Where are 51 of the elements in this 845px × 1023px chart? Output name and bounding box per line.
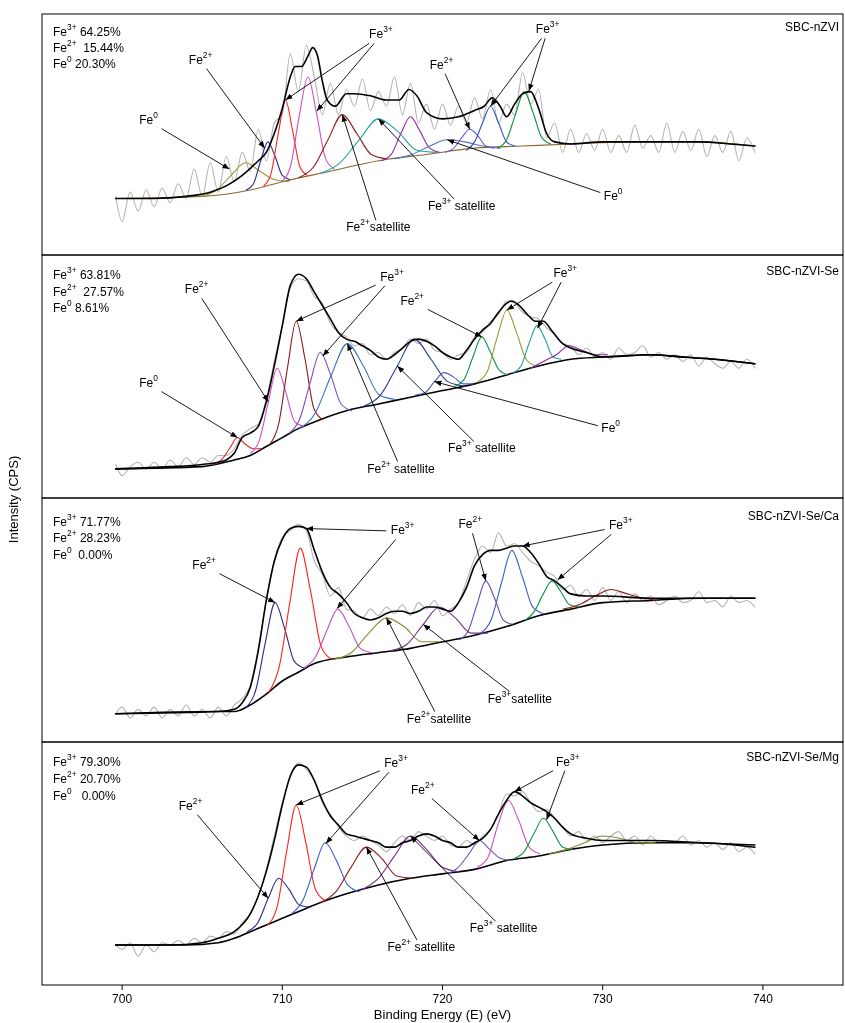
annotation: Fe$^{3+}$ satellite	[427, 196, 496, 214]
annotation: Fe$^{2+}$	[429, 54, 454, 72]
annotation: Fe$^{3+}$	[390, 520, 415, 538]
chart-title: SBC-nZVI	[784, 20, 839, 34]
x-tick-label: 720	[432, 992, 453, 1006]
annotation: Fe$^{0}$ 8.61%	[53, 298, 110, 316]
x-axis-title: Binding Energy (E) (eV)	[373, 1007, 512, 1022]
text: Fe$^{3+}$ 64.25%	[53, 22, 121, 40]
annotation: Fe$^{2+}$	[411, 779, 435, 797]
chart-title: SBC-nZVI-Se/Ca	[747, 509, 840, 523]
annotation: Fe$^{2+}$ satellite	[387, 937, 456, 955]
annotation: Fe$^{2+}$satellite	[406, 708, 472, 726]
annotation: Fe$^{0}$ 20.30%	[53, 54, 117, 72]
annotation: Fe$^{0}$	[603, 186, 623, 204]
annotation: Fe$^{3+}$	[369, 24, 393, 42]
annotation: Fe$^{3+}$	[535, 19, 560, 37]
x-tick-label: 740	[752, 992, 774, 1006]
annotation: Fe$^{3+}$	[556, 751, 580, 769]
annotation: Fe$^{0}$	[139, 373, 159, 390]
annotation: Fe$^{3+}$	[384, 753, 408, 771]
annotation: Fe$^{3+}$ 71.77%	[53, 511, 121, 529]
annotation: Fe$^{2+}$ 28.23%	[53, 528, 121, 546]
annotation: Fe$^{3+}$ 79.30%	[53, 751, 121, 769]
annotation: Fe$^{2+}$satellite	[346, 217, 411, 235]
annotation: Fe$^{0}$ 0.00%	[53, 544, 113, 562]
annotation: Fe$^{2+}$	[458, 514, 483, 532]
annotation: Fe$^{2+}$ 20.70%	[53, 769, 121, 787]
annotation: Fe$^{2+}$	[178, 795, 203, 813]
annotation: Fe$^{3+}$	[609, 515, 633, 533]
y-axis-title: Intensity (CPS)	[6, 455, 21, 544]
annotation: Fe$^{2+}$	[400, 290, 425, 308]
x-tick-label: 730	[592, 992, 614, 1006]
chart-title: SBC-nZVI-Se	[766, 264, 840, 278]
x-tick-label: 700	[112, 992, 133, 1006]
x-tick-label: 710	[272, 992, 293, 1006]
annotation: Fe$^{3+}$satellite	[487, 688, 553, 706]
annotation: Fe$^{3+}$ 63.81%	[53, 265, 121, 283]
annotation: Fe$^{2+}$ 27.57%	[53, 282, 125, 300]
annotation: Fe$^{3+}$	[553, 263, 578, 281]
annotation: Fe$^{2+}$ 15.44%	[53, 38, 125, 56]
annotation: Fe$^{2+}$ satellite	[367, 458, 436, 476]
annotation: Fe$^{3+}$ satellite	[469, 918, 538, 936]
annotation: Fe$^{2+}$	[188, 49, 213, 67]
annotation: Fe$^{2+}$	[192, 554, 216, 572]
annotation: Fe$^{0}$	[139, 110, 159, 128]
annotation: Fe$^{0}$	[601, 418, 621, 436]
annotation: Fe$^{3+}$ satellite	[448, 438, 517, 456]
chart-title: SBC-nZVI-Se/Mg	[746, 750, 839, 764]
annotation: Fe$^{0}$ 0.00%	[53, 785, 117, 803]
annotation: Fe$^{3+}$	[380, 266, 404, 284]
annotation: Fe$^{2+}$	[184, 279, 209, 297]
